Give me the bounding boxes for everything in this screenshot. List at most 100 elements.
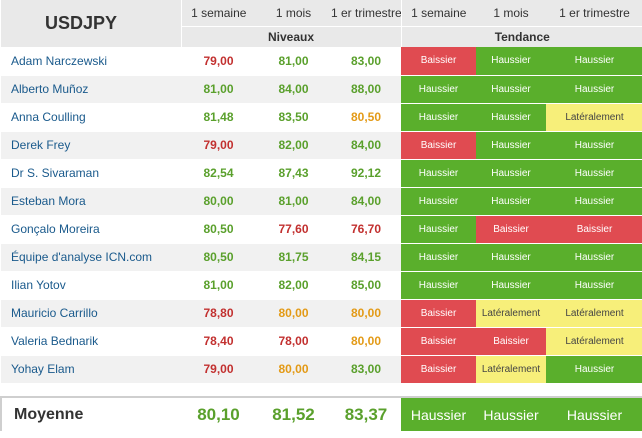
trend-badge: Haussier (401, 187, 476, 216)
spacer-cell (331, 383, 401, 397)
table-row: Anna Coulling 81,48 83,50 80,50 Haussier Haus… (1, 103, 642, 132)
analyst-name-link[interactable]: Ilian Yotov (1, 271, 181, 300)
spacer-cell (256, 383, 331, 397)
table-row: Dr S. Sivaraman 82,54 87,43 92,12 Haussier Ha… (1, 159, 642, 188)
level-value: 80,00 (331, 299, 401, 328)
trend-badge: Haussier (546, 355, 642, 384)
level-value: 82,00 (256, 271, 331, 300)
level-value: 84,00 (256, 75, 331, 104)
spacer-cell (546, 383, 642, 397)
level-value: 80,00 (256, 355, 331, 384)
analyst-name-link[interactable]: Équipe d'analyse ICN.com (1, 243, 181, 272)
level-value: 80,50 (181, 215, 256, 244)
trend-badge: Haussier (546, 75, 642, 104)
trend-badge: Haussier (546, 47, 642, 76)
level-value: 81,00 (181, 271, 256, 300)
level-value: 81,48 (181, 103, 256, 132)
trend-badge: Baissier (476, 215, 546, 244)
trend-badge: Latéralement (546, 327, 642, 356)
trend-badge: Baissier (401, 131, 476, 160)
level-value: 80,50 (331, 103, 401, 132)
trend-badge: Baissier (401, 47, 476, 76)
average-level-value: 83,37 (331, 396, 401, 431)
analyst-name-link[interactable]: Dr S. Sivaraman (1, 159, 181, 188)
average-trend-badge: Haussier (476, 396, 546, 431)
trend-badge: Baissier (476, 327, 546, 356)
table-row: Gonçalo Moreira 80,50 77,60 76,70 Haussier Ba… (1, 215, 642, 244)
level-value: 80,00 (331, 327, 401, 356)
level-value: 78,80 (181, 299, 256, 328)
trend-badge: Haussier (476, 243, 546, 272)
trend-badge: Haussier (546, 131, 642, 160)
trend-badge: Haussier (546, 243, 642, 272)
analyst-name-link[interactable]: Valeria Bednarik (1, 327, 181, 356)
average-row: Moyenne 80,10 81,52 83,37 Haussier Haussier Ha… (0, 396, 642, 431)
trend-period-quarter: 1 er trimestre (546, 0, 642, 26)
level-value: 80,50 (181, 243, 256, 272)
trend-badge: Haussier (476, 131, 546, 160)
spacer-row (1, 383, 642, 397)
table-row: Alberto Muñoz 81,00 84,00 88,00 Haussier Haus… (1, 75, 642, 104)
analyst-name-link[interactable]: Derek Frey (1, 131, 181, 160)
trend-badge: Haussier (476, 47, 546, 76)
level-value: 84,15 (331, 243, 401, 272)
trend-period-week: 1 semaine (400, 0, 476, 26)
spacer-cell (1, 383, 181, 397)
level-value: 81,00 (256, 187, 331, 216)
trend-badge: Latéralement (546, 299, 642, 328)
level-value: 82,00 (256, 131, 331, 160)
trend-badge: Haussier (546, 271, 642, 300)
table-row: Yohay Elam 79,00 80,00 83,00 Baissier Latéral… (1, 355, 642, 384)
level-value: 81,00 (256, 47, 331, 76)
level-value: 78,40 (181, 327, 256, 356)
trend-badge: Haussier (476, 159, 546, 188)
analyst-name-link[interactable]: Yohay Elam (1, 355, 181, 384)
trend-badge: Baissier (546, 215, 642, 244)
spacer-cell (476, 383, 546, 397)
level-period-quarter: 1 er trimestre (331, 0, 401, 26)
level-value: 76,70 (331, 215, 401, 244)
trend-badge: Haussier (546, 159, 642, 188)
table-row: Adam Narczewski 79,00 81,00 83,00 Baissier Ha… (1, 47, 642, 76)
table-row: Mauricio Carrillo 78,80 80,00 80,00 Baissier… (1, 299, 642, 328)
symbol-title: USDJPY (1, 0, 182, 47)
group-levels-label: Niveaux (181, 25, 401, 47)
trend-badge: Haussier (401, 75, 476, 104)
level-value: 80,00 (256, 299, 331, 328)
trend-badge: Haussier (401, 159, 476, 188)
level-value: 92,12 (331, 159, 401, 188)
table-row: Esteban Mora 80,00 81,00 84,00 Haussier Hauss… (1, 187, 642, 216)
trend-badge: Baissier (401, 355, 476, 384)
trend-badge: Baissier (401, 299, 476, 328)
analyst-name-link[interactable]: Adam Narczewski (1, 47, 181, 76)
spacer-cell (401, 383, 476, 397)
trend-badge: Baissier (401, 327, 476, 356)
level-value: 79,00 (181, 131, 256, 160)
table-row: Ilian Yotov 81,00 82,00 85,00 Haussier Haussi… (1, 271, 642, 300)
trend-badge: Haussier (401, 271, 476, 300)
group-trend-label: Tendance (400, 25, 642, 47)
level-value: 79,00 (181, 47, 256, 76)
level-value: 83,00 (331, 47, 401, 76)
table-row: Valeria Bednarik 78,40 78,00 80,00 Baissier B… (1, 327, 642, 356)
level-value: 77,60 (256, 215, 331, 244)
trend-badge: Haussier (401, 215, 476, 244)
analyst-name-link[interactable]: Mauricio Carrillo (1, 299, 181, 328)
trend-badge: Haussier (401, 243, 476, 272)
level-period-month: 1 mois (256, 0, 331, 26)
level-value: 84,00 (331, 131, 401, 160)
trend-badge: Haussier (546, 187, 642, 216)
average-trend-badge: Haussier (546, 396, 642, 431)
analyst-name-link[interactable]: Esteban Mora (1, 187, 181, 216)
level-value: 79,00 (181, 355, 256, 384)
trend-badge: Haussier (476, 271, 546, 300)
level-value: 82,54 (181, 159, 256, 188)
average-label: Moyenne (0, 396, 181, 431)
analyst-name-link[interactable]: Gonçalo Moreira (1, 215, 181, 244)
trend-badge: Haussier (476, 75, 546, 104)
analyst-name-link[interactable]: Anna Coulling (1, 103, 181, 132)
level-value: 81,75 (256, 243, 331, 272)
spacer-cell (181, 383, 256, 397)
analyst-name-link[interactable]: Alberto Muñoz (1, 75, 181, 104)
